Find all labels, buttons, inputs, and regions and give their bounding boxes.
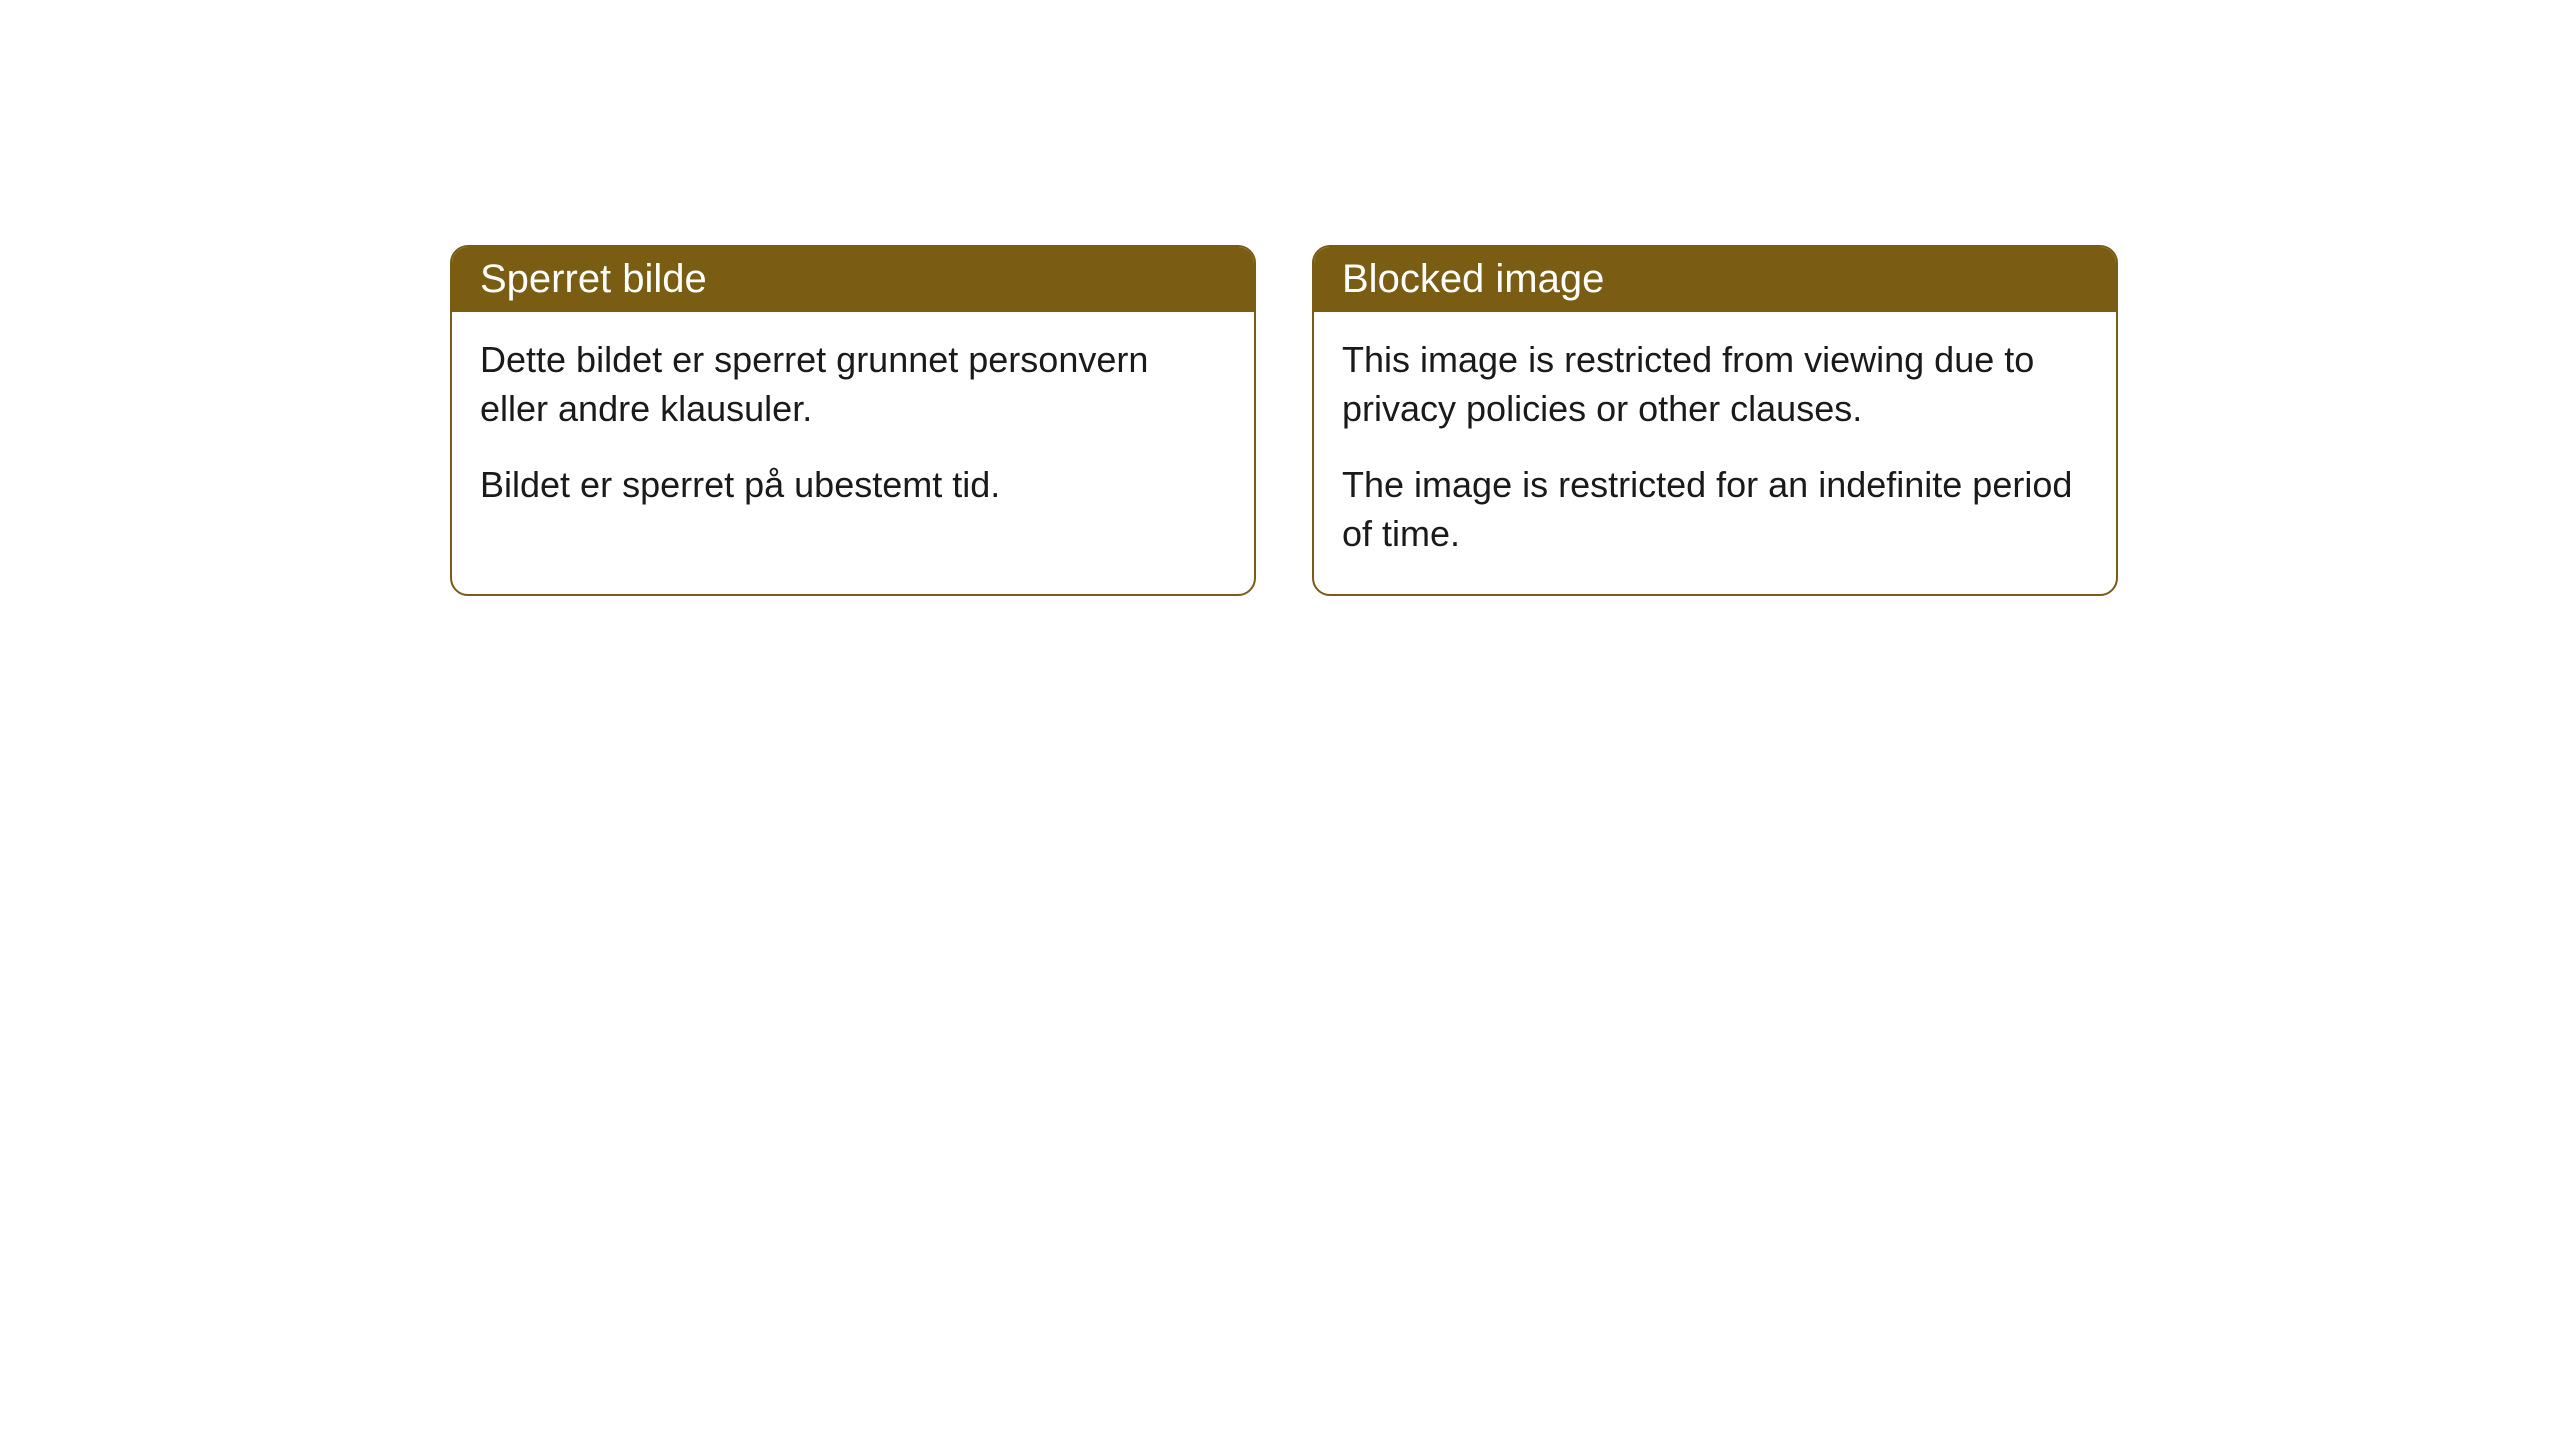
notice-card-english: Blocked image This image is restricted f…	[1312, 245, 2118, 596]
notice-cards-container: Sperret bilde Dette bildet er sperret gr…	[450, 245, 2118, 596]
card-paragraph: Dette bildet er sperret grunnet personve…	[480, 336, 1226, 433]
card-title: Sperret bilde	[480, 257, 707, 301]
card-header-english: Blocked image	[1314, 247, 2116, 312]
card-paragraph: Bildet er sperret på ubestemt tid.	[480, 461, 1226, 510]
card-body-english: This image is restricted from viewing du…	[1314, 312, 2116, 594]
card-header-norwegian: Sperret bilde	[452, 247, 1254, 312]
card-body-norwegian: Dette bildet er sperret grunnet personve…	[452, 312, 1254, 546]
card-title: Blocked image	[1342, 257, 1604, 301]
card-paragraph: This image is restricted from viewing du…	[1342, 336, 2088, 433]
notice-card-norwegian: Sperret bilde Dette bildet er sperret gr…	[450, 245, 1256, 596]
card-paragraph: The image is restricted for an indefinit…	[1342, 461, 2088, 558]
